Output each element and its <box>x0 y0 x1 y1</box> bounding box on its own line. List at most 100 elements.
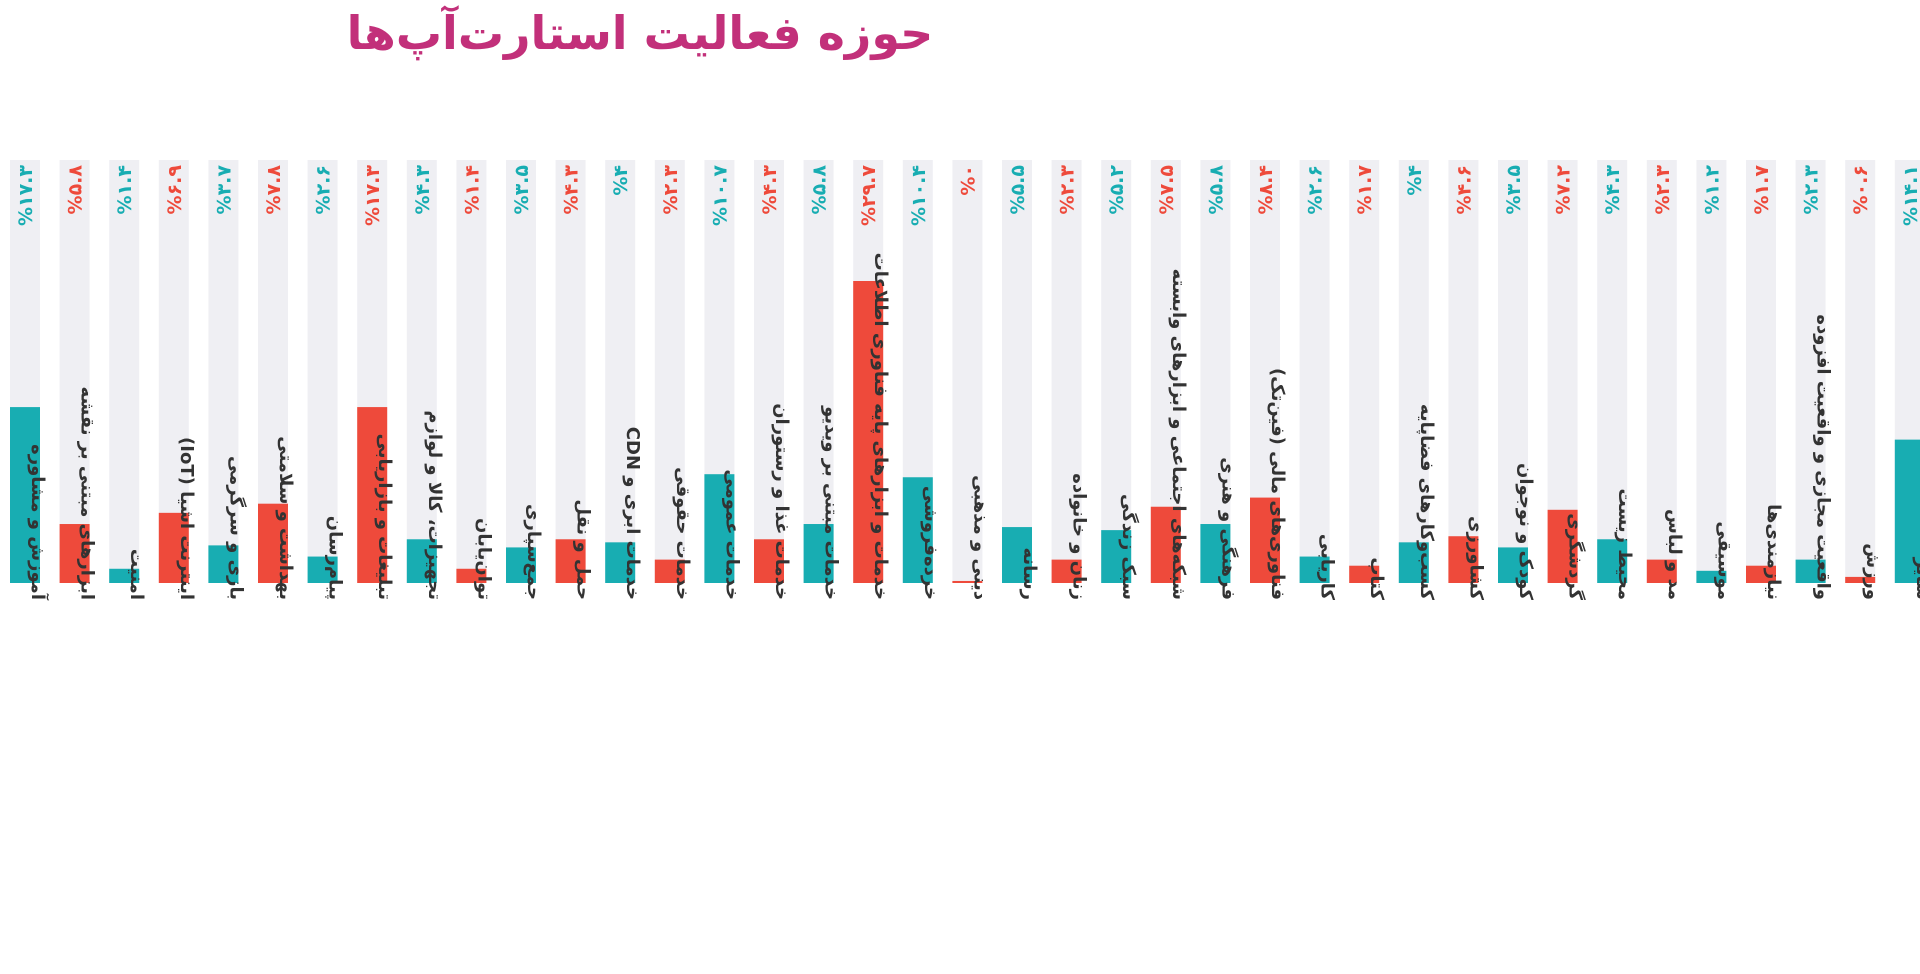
bar <box>357 407 388 583</box>
bar-track <box>1696 160 1727 583</box>
bar <box>506 547 536 583</box>
bar <box>1448 536 1479 583</box>
bar-track <box>158 160 189 583</box>
category-label: کودک و نوجوان <box>1515 463 1536 601</box>
category-label: سبک زندگی <box>1118 494 1140 600</box>
value-label: %۲.۳ <box>660 165 682 215</box>
value-label: %۰ <box>957 165 979 196</box>
category-label: اینترنت اشیا (IoT) <box>176 437 197 600</box>
value-label: %۴ <box>1404 165 1426 196</box>
bar <box>853 281 884 583</box>
value-label: %۱۰.۷ <box>709 165 731 226</box>
bar <box>1299 556 1330 583</box>
category-label: تبلیغات و بازاریابی <box>374 434 395 600</box>
bar-track <box>1795 160 1826 583</box>
category-label: ابزارهای مبتنی بر نقشه <box>77 387 98 601</box>
bar <box>10 407 40 583</box>
bar-track <box>605 160 636 583</box>
bar-track <box>1597 160 1628 583</box>
bar <box>555 539 586 583</box>
category-label: بازی و سرگرمی <box>225 456 247 600</box>
value-label: %۲۹.۷ <box>858 165 880 226</box>
category-label: زنان و خانواده <box>1069 473 1090 600</box>
value-label: %۱.۴ <box>461 165 483 214</box>
bars <box>10 281 1920 583</box>
bar-track <box>1101 160 1132 583</box>
bar <box>307 556 338 583</box>
value-label: %۵.۸ <box>65 165 87 215</box>
value-label: %۲.۶ <box>313 165 335 214</box>
category-label: واقعیت مجازی و واقعیت افزوده <box>1813 314 1834 600</box>
value-label: %۲.۶ <box>1305 165 1327 214</box>
value-label: %۳.۵ <box>511 165 533 215</box>
category-label: ورزش <box>1862 543 1883 600</box>
category-label: توان‌یابان <box>473 518 494 600</box>
bar <box>1051 559 1082 583</box>
bar <box>59 524 90 583</box>
category-label: خدمات حقوقی <box>672 467 693 600</box>
category-label: پیام‌رسان <box>325 516 346 600</box>
bar <box>1746 565 1776 583</box>
value-label: %۸.۴ <box>1255 165 1277 214</box>
bar-track <box>456 160 487 583</box>
bar-track <box>506 160 536 583</box>
value-label: %۷.۸ <box>263 165 285 215</box>
category-label: کاریابی <box>1317 534 1338 601</box>
bar-track <box>109 160 140 583</box>
bar-tracks <box>10 160 1920 583</box>
bar <box>1101 530 1132 583</box>
bar-track <box>406 160 437 583</box>
category-label: رسانه <box>1019 548 1040 601</box>
category-label: امنیت <box>126 549 147 600</box>
bar <box>902 477 933 583</box>
category-label: بهداشت و سلامتی <box>275 436 296 600</box>
value-label: %۱۷.۳ <box>362 165 384 226</box>
bar-track <box>307 160 338 583</box>
bar-track <box>1299 160 1330 583</box>
value-label: %۴.۳ <box>759 165 781 215</box>
bar-track <box>1002 160 1032 583</box>
category-label: فناوری‌های مالی (فین‌تک) <box>1267 368 1288 600</box>
value-label: %۷.۲ <box>1553 165 1575 215</box>
bar-track <box>1349 160 1380 583</box>
bar-track <box>1498 160 1528 583</box>
category-label: شبکه‌های اجتماعی و ابزارهای وابسته <box>1168 269 1189 600</box>
bar-track <box>555 160 586 583</box>
bar <box>605 542 636 583</box>
value-label: %۵.۲ <box>1106 165 1128 215</box>
bar <box>1597 539 1628 583</box>
bar <box>1498 547 1528 583</box>
value-label: %۱.۴ <box>114 165 136 214</box>
value-label: %۲.۳ <box>1057 165 1079 215</box>
bar <box>1398 542 1429 583</box>
category-label: آموزش و مشاوره <box>27 444 50 601</box>
bar <box>1002 527 1032 583</box>
category-label: خدمات ابری و CDN <box>622 427 643 600</box>
bar <box>1200 524 1231 583</box>
bar-track <box>1646 160 1677 583</box>
bar-track <box>1200 160 1231 583</box>
category-label: کتاب <box>1366 557 1387 600</box>
bar <box>258 503 288 583</box>
value-label: %۴.۶ <box>1453 165 1475 214</box>
value-label: %۱.۷ <box>1751 165 1773 215</box>
value-labels: %۱۷.۳ %۵.۸ %۱.۴ %۶.۹ %۳.۷ %۷.۸ %۲.۶ %۱۷.۳ %۴.۳ %۱… <box>15 165 1920 226</box>
bar-track <box>1448 160 1479 583</box>
bar <box>456 568 487 583</box>
category-label: کشاورزی <box>1465 516 1486 600</box>
bar <box>1349 565 1380 583</box>
value-label: %۴ <box>610 165 632 196</box>
bar <box>1646 559 1677 583</box>
value-label: %۵.۸ <box>809 165 831 215</box>
category-label: موسیقی <box>1713 521 1734 600</box>
category-label: حمل و نقل <box>573 499 594 600</box>
category-label: محیط زیست <box>1614 489 1635 601</box>
value-label: %۴.۳ <box>412 165 434 215</box>
category-label: خدمات عمومی <box>721 469 742 600</box>
bar <box>952 580 983 583</box>
value-label: %۱.۷ <box>1354 165 1376 215</box>
value-label: %۵.۸ <box>1205 165 1227 215</box>
category-labels: آموزش و مشاوره ابزارهای مبتنی بر نقشه امنی… <box>27 253 1920 601</box>
category-label: نیازمندی‌ها <box>1763 504 1784 600</box>
